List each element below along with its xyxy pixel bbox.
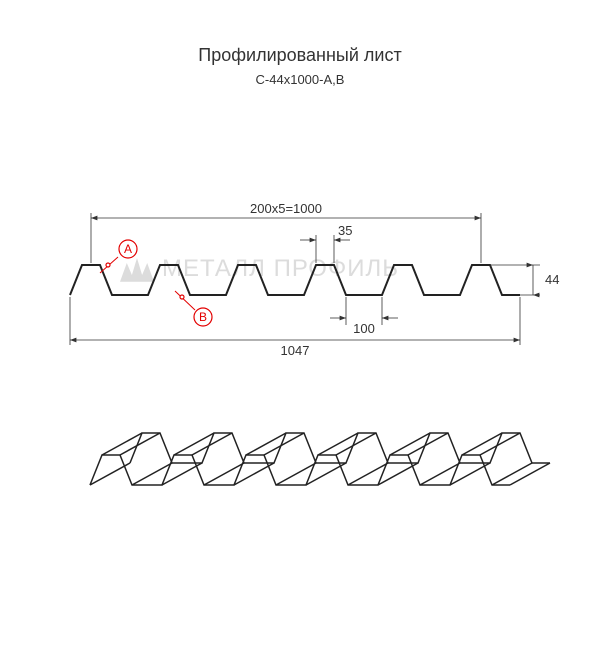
technical-drawing: 200х5=1000 35 44 100 1047 A (0, 185, 600, 585)
svg-text:44: 44 (545, 272, 559, 287)
marker-a: A (100, 240, 137, 273)
svg-text:B: B (199, 310, 207, 324)
svg-text:200х5=1000: 200х5=1000 (250, 201, 322, 216)
marker-b: B (175, 291, 212, 326)
diagram-subtitle: С-44х1000-А,В (0, 72, 600, 87)
diagram-title: Профилированный лист (0, 45, 600, 66)
svg-text:100: 100 (353, 321, 375, 336)
cross-section (70, 265, 520, 295)
dim-valley: 100 (330, 297, 398, 336)
diagram-container: 200х5=1000 35 44 100 1047 A (0, 185, 600, 585)
dim-total-width: 1047 (70, 297, 520, 358)
svg-text:35: 35 (338, 223, 352, 238)
dim-crest: 35 (300, 223, 352, 263)
isometric-view (90, 433, 550, 485)
svg-text:1047: 1047 (281, 343, 310, 358)
dim-top-width: 200х5=1000 (91, 201, 481, 263)
svg-text:A: A (124, 242, 132, 256)
